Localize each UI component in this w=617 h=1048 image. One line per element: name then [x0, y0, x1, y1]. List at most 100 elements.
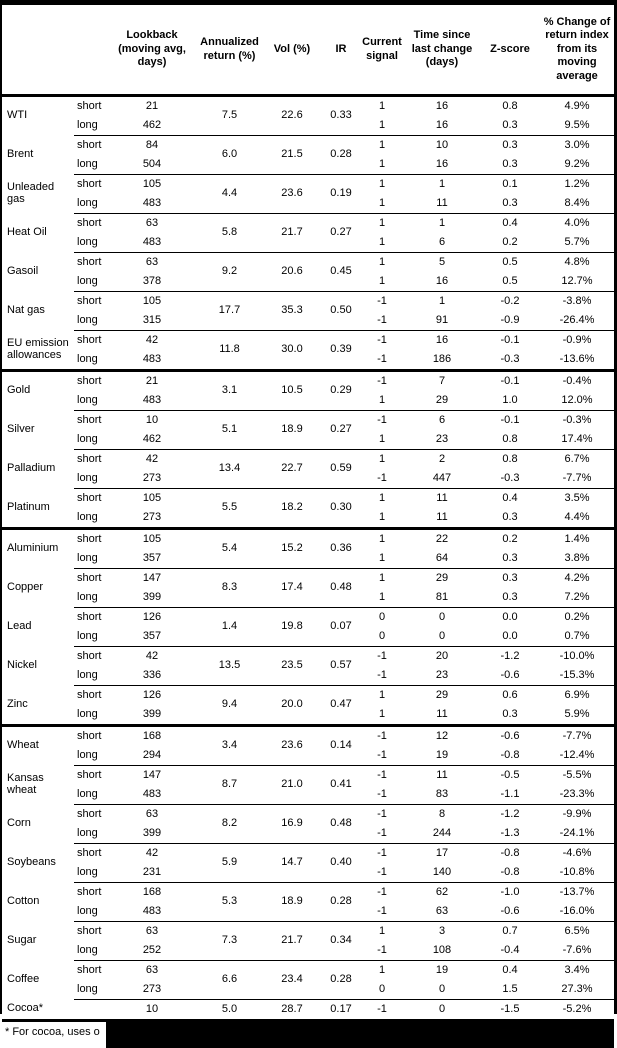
cell-pct-change: 1.4%: [540, 527, 614, 549]
cell-pct-change: -7.7%: [562, 471, 592, 484]
cell-z-score: -1.3: [500, 826, 520, 839]
table-row: long 357 1 64 0.3 3.8%: [2, 549, 614, 569]
cell-time-since: 0: [404, 999, 480, 1022]
cell-lookback: 10: [107, 999, 197, 1022]
cell-z-score: -0.5: [480, 765, 540, 785]
cell-ir: 0.41: [322, 765, 360, 805]
cell-current-signal: 1: [378, 118, 386, 131]
table-body: WTI short 21 7.5 22.6 0.33 1 16 0.8 4.9% long 462 1 1…: [2, 95, 614, 1022]
cell-lookback: 42: [107, 449, 197, 469]
cell-annualized-return: 3.4: [197, 724, 262, 766]
table-row: Cocoa* 10 5.0 28.7 0.17 -1 0 -1.5 -5.2%: [2, 999, 614, 1022]
table-row: WTI short 21 7.5 22.6 0.33 1 16 0.8 4.9%: [2, 95, 614, 136]
cell-position: long: [77, 196, 98, 209]
table-row: Gasoil short 63 9.2 20.6 0.45 1 5 0.5 4.8%: [2, 252, 614, 292]
cell-pct-change: -12.4%: [559, 748, 595, 761]
cell-time-since: 0: [438, 982, 446, 995]
cell-commodity-name: Platinum: [7, 500, 50, 513]
cell-pct-change: 5.9%: [564, 707, 590, 720]
cell-z-score: -0.1: [480, 330, 540, 350]
cell-pct-change: 6.7%: [540, 449, 614, 469]
column-header-time-since: Time since last change (days): [404, 5, 480, 97]
cell-time-since: 11: [404, 488, 480, 508]
cell-time-since: 11: [436, 707, 448, 720]
cell-time-since: 2: [404, 449, 480, 469]
cell-current-signal: -1: [360, 369, 404, 391]
cell-time-since: 16: [404, 95, 480, 116]
cell-time-since: 0: [404, 607, 480, 627]
cell-vol: 23.5: [262, 646, 322, 686]
cell-position: short: [74, 960, 107, 980]
table-header: Lookback (moving avg, days) Annualized r…: [2, 5, 614, 97]
cell-position: long: [77, 118, 98, 131]
cell-pct-change: -0.3%: [540, 410, 614, 430]
cell-pct-change: 3.0%: [540, 135, 614, 155]
cell-time-since: 6: [404, 410, 480, 430]
cell-z-score: 0.4: [480, 960, 540, 980]
cell-current-signal: 1: [378, 707, 386, 720]
cell-pct-change: 6.5%: [540, 921, 614, 941]
cell-time-since: 16: [404, 330, 480, 350]
column-header-current-signal: Current signal: [360, 5, 404, 97]
cell-lookback: 399: [142, 826, 162, 839]
cell-ir: 0.17: [322, 999, 360, 1022]
table-row: Zinc short 126 9.4 20.0 0.47 1 29 0.6 6.9%: [2, 685, 614, 726]
cell-vol: 21.5: [262, 135, 322, 175]
cell-lookback: 483: [142, 393, 162, 406]
momentum-signals-table: Lookback (moving avg, days) Annualized r…: [2, 5, 614, 1022]
table-row: long 483 -1 186 -0.3 -13.6%: [2, 350, 614, 371]
cell-position: long: [77, 904, 98, 917]
cell-z-score: -1.5: [480, 999, 540, 1022]
table-row: long 273 1 11 0.3 4.4%: [2, 508, 614, 529]
cell-commodity-name: Copper: [7, 581, 44, 594]
cell-lookback: 483: [142, 904, 162, 917]
cell-vol: 15.2: [262, 527, 322, 569]
table-row: Palladium short 42 13.4 22.7 0.59 1 2 0.8 6.7%: [2, 449, 614, 489]
cell-commodity-name: Wheat: [2, 724, 74, 766]
table-row: Silver short 10 5.1 18.9 0.27 -1 6 -0.1 -0.3%: [2, 410, 614, 450]
cell-lookback: 126: [107, 685, 197, 705]
cell-ir: 0.50: [322, 291, 360, 331]
cell-ir: 0.28: [322, 960, 360, 1000]
cell-current-signal: -1: [360, 646, 404, 666]
cell-pct-change: 4.8%: [540, 252, 614, 272]
cell-z-score: -0.6: [500, 904, 520, 917]
table-row: long 462 1 23 0.8 17.4%: [2, 430, 614, 450]
cell-position: long: [77, 352, 98, 365]
cell-pct-change: 12.0%: [561, 393, 593, 406]
column-header-vol: Vol (%): [262, 5, 322, 97]
cell-position: short: [74, 843, 107, 863]
cell-pct-change: 8.4%: [564, 196, 590, 209]
cell-pct-change: -7.7%: [540, 724, 614, 746]
cell-current-signal: -1: [360, 843, 404, 863]
cell-position: short: [74, 174, 107, 194]
cell-time-since: 29: [404, 685, 480, 705]
cell-position: short: [74, 921, 107, 941]
cell-time-since: 0: [438, 629, 446, 642]
table-row: Nat gas short 105 17.7 35.3 0.50 -1 1 -0.2 -3.8%: [2, 291, 614, 331]
cell-time-since: 20: [404, 646, 480, 666]
cell-pct-change: -10.8%: [559, 865, 595, 878]
cell-commodity-name: Aluminium: [2, 527, 74, 569]
cell-time-since: 63: [435, 904, 449, 917]
cell-position: [74, 999, 107, 1022]
cell-current-signal: -1: [360, 410, 404, 430]
cell-z-score: 0.6: [480, 685, 540, 705]
cell-time-since: 16: [435, 118, 449, 131]
cell-z-score: -0.9: [500, 313, 520, 326]
cell-current-signal: 1: [378, 393, 386, 406]
cell-z-score: -0.2: [480, 291, 540, 311]
cell-annualized-return: 9.2: [197, 252, 262, 292]
table-row: Copper short 147 8.3 17.4 0.48 1 29 0.3 4.2%: [2, 568, 614, 608]
cell-time-since: 5: [404, 252, 480, 272]
cell-commodity-name: Coffee: [7, 973, 40, 986]
cell-current-signal: -1: [360, 999, 404, 1022]
cell-position: long: [77, 235, 98, 248]
cell-lookback: 294: [142, 748, 162, 761]
cell-position: long: [77, 787, 98, 800]
cell-vol: 23.6: [262, 174, 322, 214]
table-row: long 483 1 11 0.3 8.4%: [2, 194, 614, 214]
cell-current-signal: 1: [378, 157, 386, 170]
cell-pct-change: 9.5%: [564, 118, 590, 131]
